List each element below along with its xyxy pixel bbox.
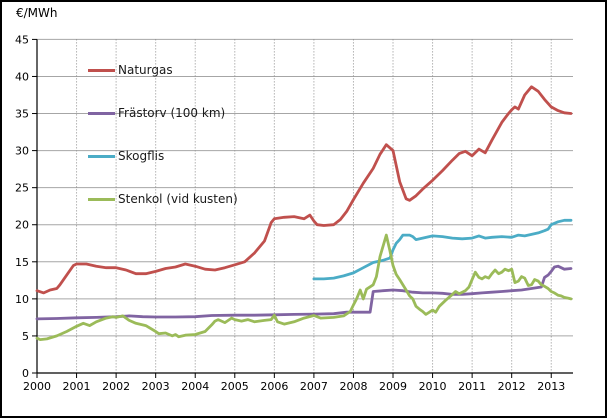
- y-tick-label-45: 45: [15, 33, 29, 46]
- x-tick-label-2004: 2004: [181, 380, 209, 393]
- x-tick-label-2005: 2005: [221, 380, 249, 393]
- series-line-stenkol-vid-kusten: [35, 233, 573, 342]
- x-tick-label-2012: 2012: [498, 380, 526, 393]
- y-tick-label-10: 10: [15, 293, 29, 306]
- legend-swatch-naturgas: [88, 68, 115, 72]
- legend-swatch-frastorv: [88, 111, 115, 115]
- x-tick-label-2009: 2009: [379, 380, 407, 393]
- x-tick-label-2002: 2002: [102, 380, 130, 393]
- y-axis-unit-label: €/MWh: [16, 6, 58, 20]
- x-tick-label-2013: 2013: [537, 380, 565, 393]
- legend-label-frastorv: Frästorv (100 km): [118, 106, 226, 120]
- x-tick-label-2000: 2000: [23, 380, 51, 393]
- legend-label-naturgas: Naturgas: [118, 63, 173, 77]
- y-tick-label-0: 0: [22, 367, 29, 380]
- x-tick-label-2011: 2011: [458, 380, 486, 393]
- legend-item-naturgas: Naturgas: [88, 63, 238, 77]
- x-tick-label-2003: 2003: [142, 380, 170, 393]
- y-tick-label-40: 40: [15, 70, 29, 83]
- x-tick-label-2007: 2007: [300, 380, 328, 393]
- legend-label-stenkol: Stenkol (vid kusten): [118, 192, 238, 206]
- legend-item-stenkol: Stenkol (vid kusten): [88, 192, 238, 206]
- series-line-fr-storv-100-km: [35, 264, 573, 321]
- y-tick-label-30: 30: [15, 145, 29, 158]
- legend-item-skogflis: Skogflis: [88, 149, 238, 163]
- x-tick-label-2008: 2008: [339, 380, 367, 393]
- x-tick-label-2001: 2001: [63, 380, 91, 393]
- y-tick-label-15: 15: [15, 256, 29, 269]
- chart-legend: Naturgas Frästorv (100 km) Skogflis Sten…: [88, 63, 238, 235]
- y-tick-label-20: 20: [15, 219, 29, 232]
- series-line-naturgas: [35, 85, 573, 295]
- y-tick-label-35: 35: [15, 108, 29, 121]
- legend-item-frastorv: Frästorv (100 km): [88, 106, 238, 120]
- y-tick-label-5: 5: [22, 330, 29, 343]
- series-line-skogflis: [312, 218, 573, 281]
- legend-swatch-skogflis: [88, 154, 115, 158]
- x-tick-label-2006: 2006: [260, 380, 288, 393]
- legend-swatch-stenkol: [88, 197, 115, 201]
- y-tick-label-25: 25: [15, 182, 29, 195]
- x-tick-label-2010: 2010: [419, 380, 447, 393]
- legend-label-skogflis: Skogflis: [118, 149, 165, 163]
